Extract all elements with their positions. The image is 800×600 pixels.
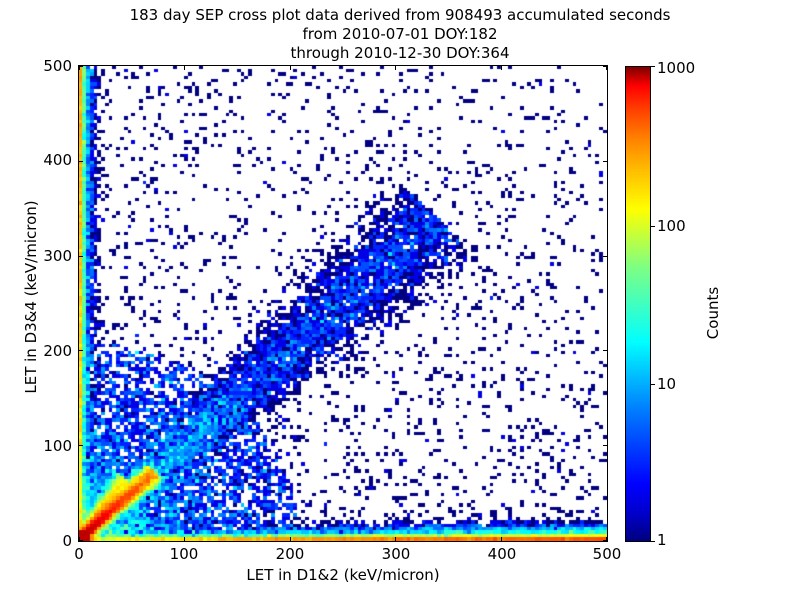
y-tick-label-400: 400 [43, 151, 72, 169]
colorbar-tick-100 [651, 226, 655, 227]
x-tick-200 [290, 537, 291, 541]
y-tick-label-200: 200 [43, 342, 72, 360]
x-tick-label-400: 400 [487, 545, 517, 563]
y-tick-right-200 [603, 350, 607, 351]
y-tick-right-500 [603, 66, 607, 67]
y-tick-right-300 [603, 256, 607, 257]
colorbar-title: Counts [704, 286, 722, 340]
y-tick-500 [79, 66, 83, 67]
y-tick-label-300: 300 [43, 247, 72, 265]
x-tick-top-400 [501, 66, 502, 70]
y-tick-label-500: 500 [43, 57, 72, 75]
y-axis-label: LET in D3&4 (keV/micron) [22, 200, 40, 394]
title-line-1: 183 day SEP cross plot data derived from… [129, 6, 671, 24]
x-tick-label-300: 300 [381, 545, 411, 563]
x-axis-label: LET in D1&2 (keV/micron) [246, 566, 440, 584]
y-tick-right-400 [603, 161, 607, 162]
colorbar-label-100: 100 [657, 217, 686, 235]
x-tick-400 [501, 537, 502, 541]
plot-axes [78, 65, 608, 542]
y-tick-right-100 [603, 445, 607, 446]
y-tick-200 [79, 350, 83, 351]
colorbar-tick-10 [651, 384, 655, 385]
chart-title: 183 day SEP cross plot data derived from… [0, 6, 800, 63]
x-tick-top-500 [606, 66, 607, 70]
y-tick-0 [79, 540, 83, 541]
x-tick-top-100 [184, 66, 185, 70]
y-tick-300 [79, 256, 83, 257]
title-line-2: from 2010-07-01 DOY:182 [302, 25, 498, 43]
colorbar-label-10: 10 [657, 375, 677, 393]
colorbar-tick-1 [651, 541, 655, 542]
x-tick-label-500: 500 [592, 545, 622, 563]
colorbar-label-1: 1 [657, 531, 667, 549]
x-tick-0 [79, 537, 80, 541]
colorbar-label-1000: 1000 [657, 59, 696, 77]
y-tick-right-0 [603, 540, 607, 541]
y-tick-400 [79, 161, 83, 162]
x-tick-top-300 [395, 66, 396, 70]
x-tick-500 [606, 537, 607, 541]
colorbar-tick-1000 [651, 66, 655, 67]
x-tick-label-200: 200 [275, 545, 305, 563]
x-tick-label-0: 0 [74, 545, 84, 563]
x-tick-300 [395, 537, 396, 541]
y-tick-label-100: 100 [43, 437, 72, 455]
x-tick-100 [184, 537, 185, 541]
x-tick-top-0 [79, 66, 80, 70]
x-tick-top-200 [290, 66, 291, 70]
colorbar-gradient [625, 66, 651, 542]
heatmap-scatter-canvas [79, 66, 607, 541]
colorbar [625, 66, 655, 542]
y-tick-label-0: 0 [62, 532, 72, 550]
title-line-3: through 2010-12-30 DOY:364 [290, 44, 510, 62]
y-tick-100 [79, 445, 83, 446]
x-tick-label-100: 100 [169, 545, 199, 563]
